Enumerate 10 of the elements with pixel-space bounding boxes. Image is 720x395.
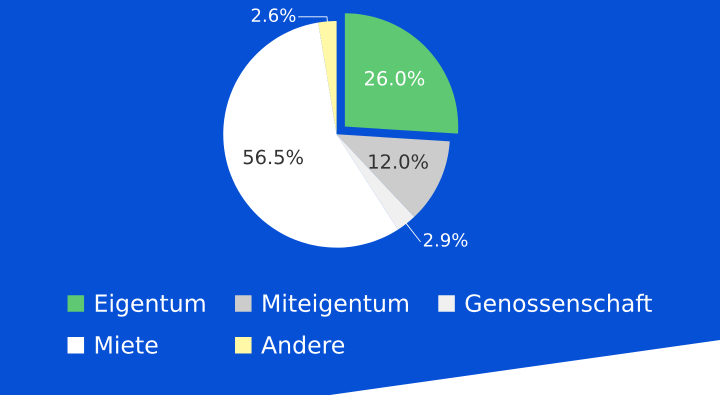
data-label: 12.0%	[369, 154, 428, 169]
data-label: 56.5%	[244, 150, 303, 164]
legend-label: Miete	[96, 336, 158, 354]
data-label: 2.9%	[424, 233, 468, 247]
legend-label: Genossenschaft	[466, 294, 652, 312]
legend-label: Miteigentum	[263, 294, 408, 317]
data-label: 2.6%	[252, 8, 296, 22]
legend-label: Eigentum	[96, 294, 205, 317]
data-label: 26.0%	[364, 70, 424, 86]
legend-label: Andere	[261, 336, 344, 354]
